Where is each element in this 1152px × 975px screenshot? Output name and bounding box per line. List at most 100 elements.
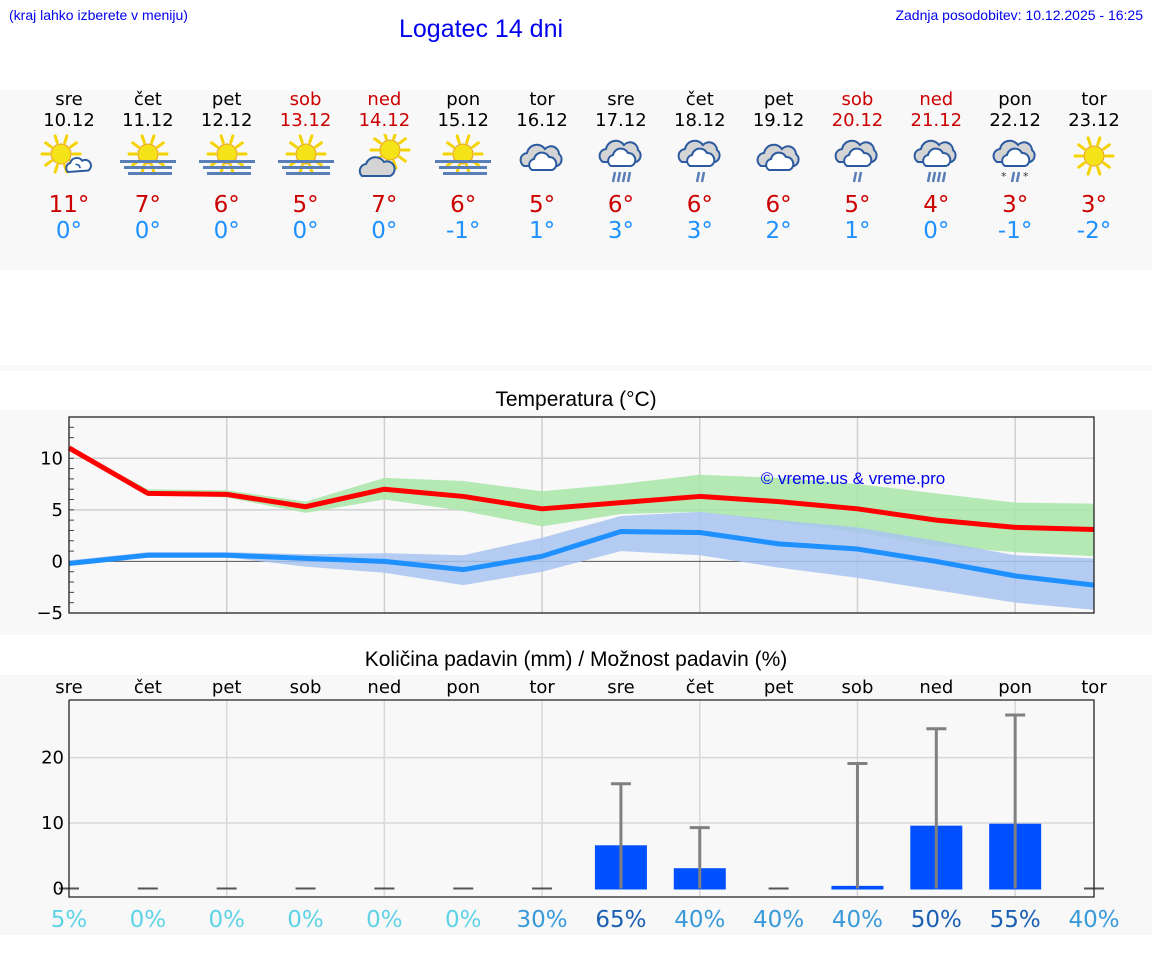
min-temperature: -1° (997, 218, 1033, 244)
svg-text:pon: pon (998, 677, 1032, 698)
day-card: pon 15.12 6° -1° (424, 90, 503, 244)
svg-text:−5: −5 (36, 603, 63, 624)
min-temperature: -1° (446, 218, 481, 244)
min-temperature: 3° (607, 218, 634, 244)
cloudy-icon (519, 143, 563, 171)
day-date: 14.12 (358, 110, 411, 131)
precipitation-chart-panel: sre čet pet sob ned pon tor sre čet pet sob ned pon t… (0, 675, 1152, 935)
sun-fog-icon (198, 134, 255, 175)
precipitation-chart-title: Količina padavin (mm) / Možnost padavin … (364, 648, 788, 671)
min-temperature: -2° (1076, 218, 1112, 244)
max-temperature: 6° (607, 192, 634, 218)
day-date: 16.12 (516, 110, 568, 131)
svg-text:5%: 5% (51, 907, 88, 933)
svg-text:0: 0 (52, 551, 63, 572)
svg-text:*: * (1023, 170, 1029, 183)
svg-text:0%: 0% (130, 907, 167, 933)
svg-text:40%: 40% (1068, 907, 1119, 933)
svg-text:5: 5 (52, 500, 63, 521)
day-card: sre 17.12 6° 3° (581, 90, 660, 245)
temperature-chart-title: Temperatura (°C) (495, 388, 657, 411)
min-temperature: 1° (528, 218, 556, 244)
sun-fog-icon (277, 134, 334, 175)
min-temperature: 0° (923, 218, 950, 244)
menu-hint[interactable]: (kraj lahko izberete v meniju) (9, 7, 188, 23)
svg-text:ned: ned (367, 677, 401, 698)
svg-text:50%: 50% (911, 907, 962, 933)
day-date: 15.12 (437, 110, 489, 131)
max-temperature: 3° (1080, 192, 1108, 218)
precipitation-chart: sre čet pet sob ned pon tor sre čet pet sob ned pon t… (41, 677, 1119, 933)
tmin-band (69, 511, 1094, 610)
max-temperature: 11° (48, 192, 90, 218)
day-date: 11.12 (122, 110, 174, 131)
min-temperature: 2° (765, 218, 792, 244)
page-title: Logatec 14 dni (399, 15, 564, 43)
svg-text:pet: pet (212, 677, 242, 698)
max-temperature: 4° (923, 192, 950, 218)
svg-text:40%: 40% (832, 907, 883, 933)
day-card: čet 18.12 6° 3° (660, 89, 739, 245)
svg-text:30%: 30% (517, 907, 568, 933)
heavy-rain-icon (598, 139, 642, 183)
cloudy-icon (756, 143, 800, 171)
max-temperature: 5° (844, 192, 871, 218)
temperature-chart-panel: −5 0 5 10 © vreme.us & vreme.pro (0, 410, 1152, 635)
svg-text:20: 20 (41, 748, 64, 769)
day-date: 13.12 (279, 110, 332, 131)
day-of-week: čet (133, 89, 162, 110)
mostly-cloudy-sun-icon (359, 130, 411, 177)
day-of-week: pon (998, 89, 1033, 110)
max-temperature: 6° (450, 192, 477, 218)
day-date: 17.12 (595, 110, 647, 131)
svg-text:© vreme.us & vreme.pro: © vreme.us & vreme.pro (761, 469, 945, 488)
day-of-week: pet (211, 89, 242, 110)
sun-fog-icon (119, 134, 176, 175)
svg-text:0%: 0% (445, 907, 482, 933)
svg-text:pon: pon (446, 677, 480, 698)
day-card: sob 20.12 5° 1° (818, 89, 897, 245)
day-date: 10.12 (43, 110, 95, 131)
day-card: tor 16.12 5° 1° (503, 89, 582, 245)
temperature-chart: −5 0 5 10 © vreme.us & vreme.pro (36, 416, 1095, 624)
day-card: ned 21.12 4° 0° (897, 89, 976, 245)
svg-text:10: 10 (40, 448, 63, 469)
svg-text:40%: 40% (753, 907, 804, 933)
max-temperature: 7° (134, 192, 161, 218)
max-temperature: 6° (686, 192, 713, 218)
svg-text:0%: 0% (366, 907, 403, 933)
light-rain-icon (835, 139, 879, 183)
day-date: 23.12 (1068, 110, 1120, 131)
separator (0, 365, 1152, 371)
day-date: 18.12 (674, 110, 726, 131)
svg-text:sre: sre (607, 677, 634, 698)
min-temperature: 3° (686, 218, 713, 244)
day-date: 12.12 (200, 110, 253, 131)
day-of-week: ned (367, 89, 402, 110)
day-of-week: tor (529, 89, 555, 110)
svg-text:sob: sob (842, 677, 874, 698)
max-temperature: 6° (765, 192, 792, 218)
day-of-week: ned (919, 89, 954, 110)
day-of-week: sob (841, 89, 874, 110)
min-temperature: 0° (371, 218, 398, 244)
svg-text:0%: 0% (208, 907, 245, 933)
max-temperature: 5° (528, 192, 556, 218)
day-card: tor 23.12 3° -2° (1055, 89, 1134, 245)
svg-text:sob: sob (290, 677, 322, 698)
day-date: 19.12 (752, 110, 805, 131)
min-temperature: 1° (844, 218, 871, 244)
day-of-week: čet (685, 89, 714, 110)
day-date: 22.12 (989, 110, 1041, 131)
svg-text:čet: čet (686, 677, 714, 698)
last-update: Zadnja posodobitev: 10.12.2025 - 16:25 (895, 7, 1143, 23)
day-card: sob 13.12 5° 0° (266, 90, 345, 244)
day-card: pet 12.12 6° 0° (187, 90, 266, 244)
light-rain-icon (677, 139, 721, 183)
svg-text:*: * (1001, 170, 1007, 183)
heavy-rain-icon (913, 139, 957, 183)
svg-text:65%: 65% (595, 907, 646, 933)
day-of-week: tor (1081, 89, 1107, 110)
day-card: sre 10.12 11° 0° (30, 90, 109, 244)
min-temperature: 0° (55, 218, 83, 244)
